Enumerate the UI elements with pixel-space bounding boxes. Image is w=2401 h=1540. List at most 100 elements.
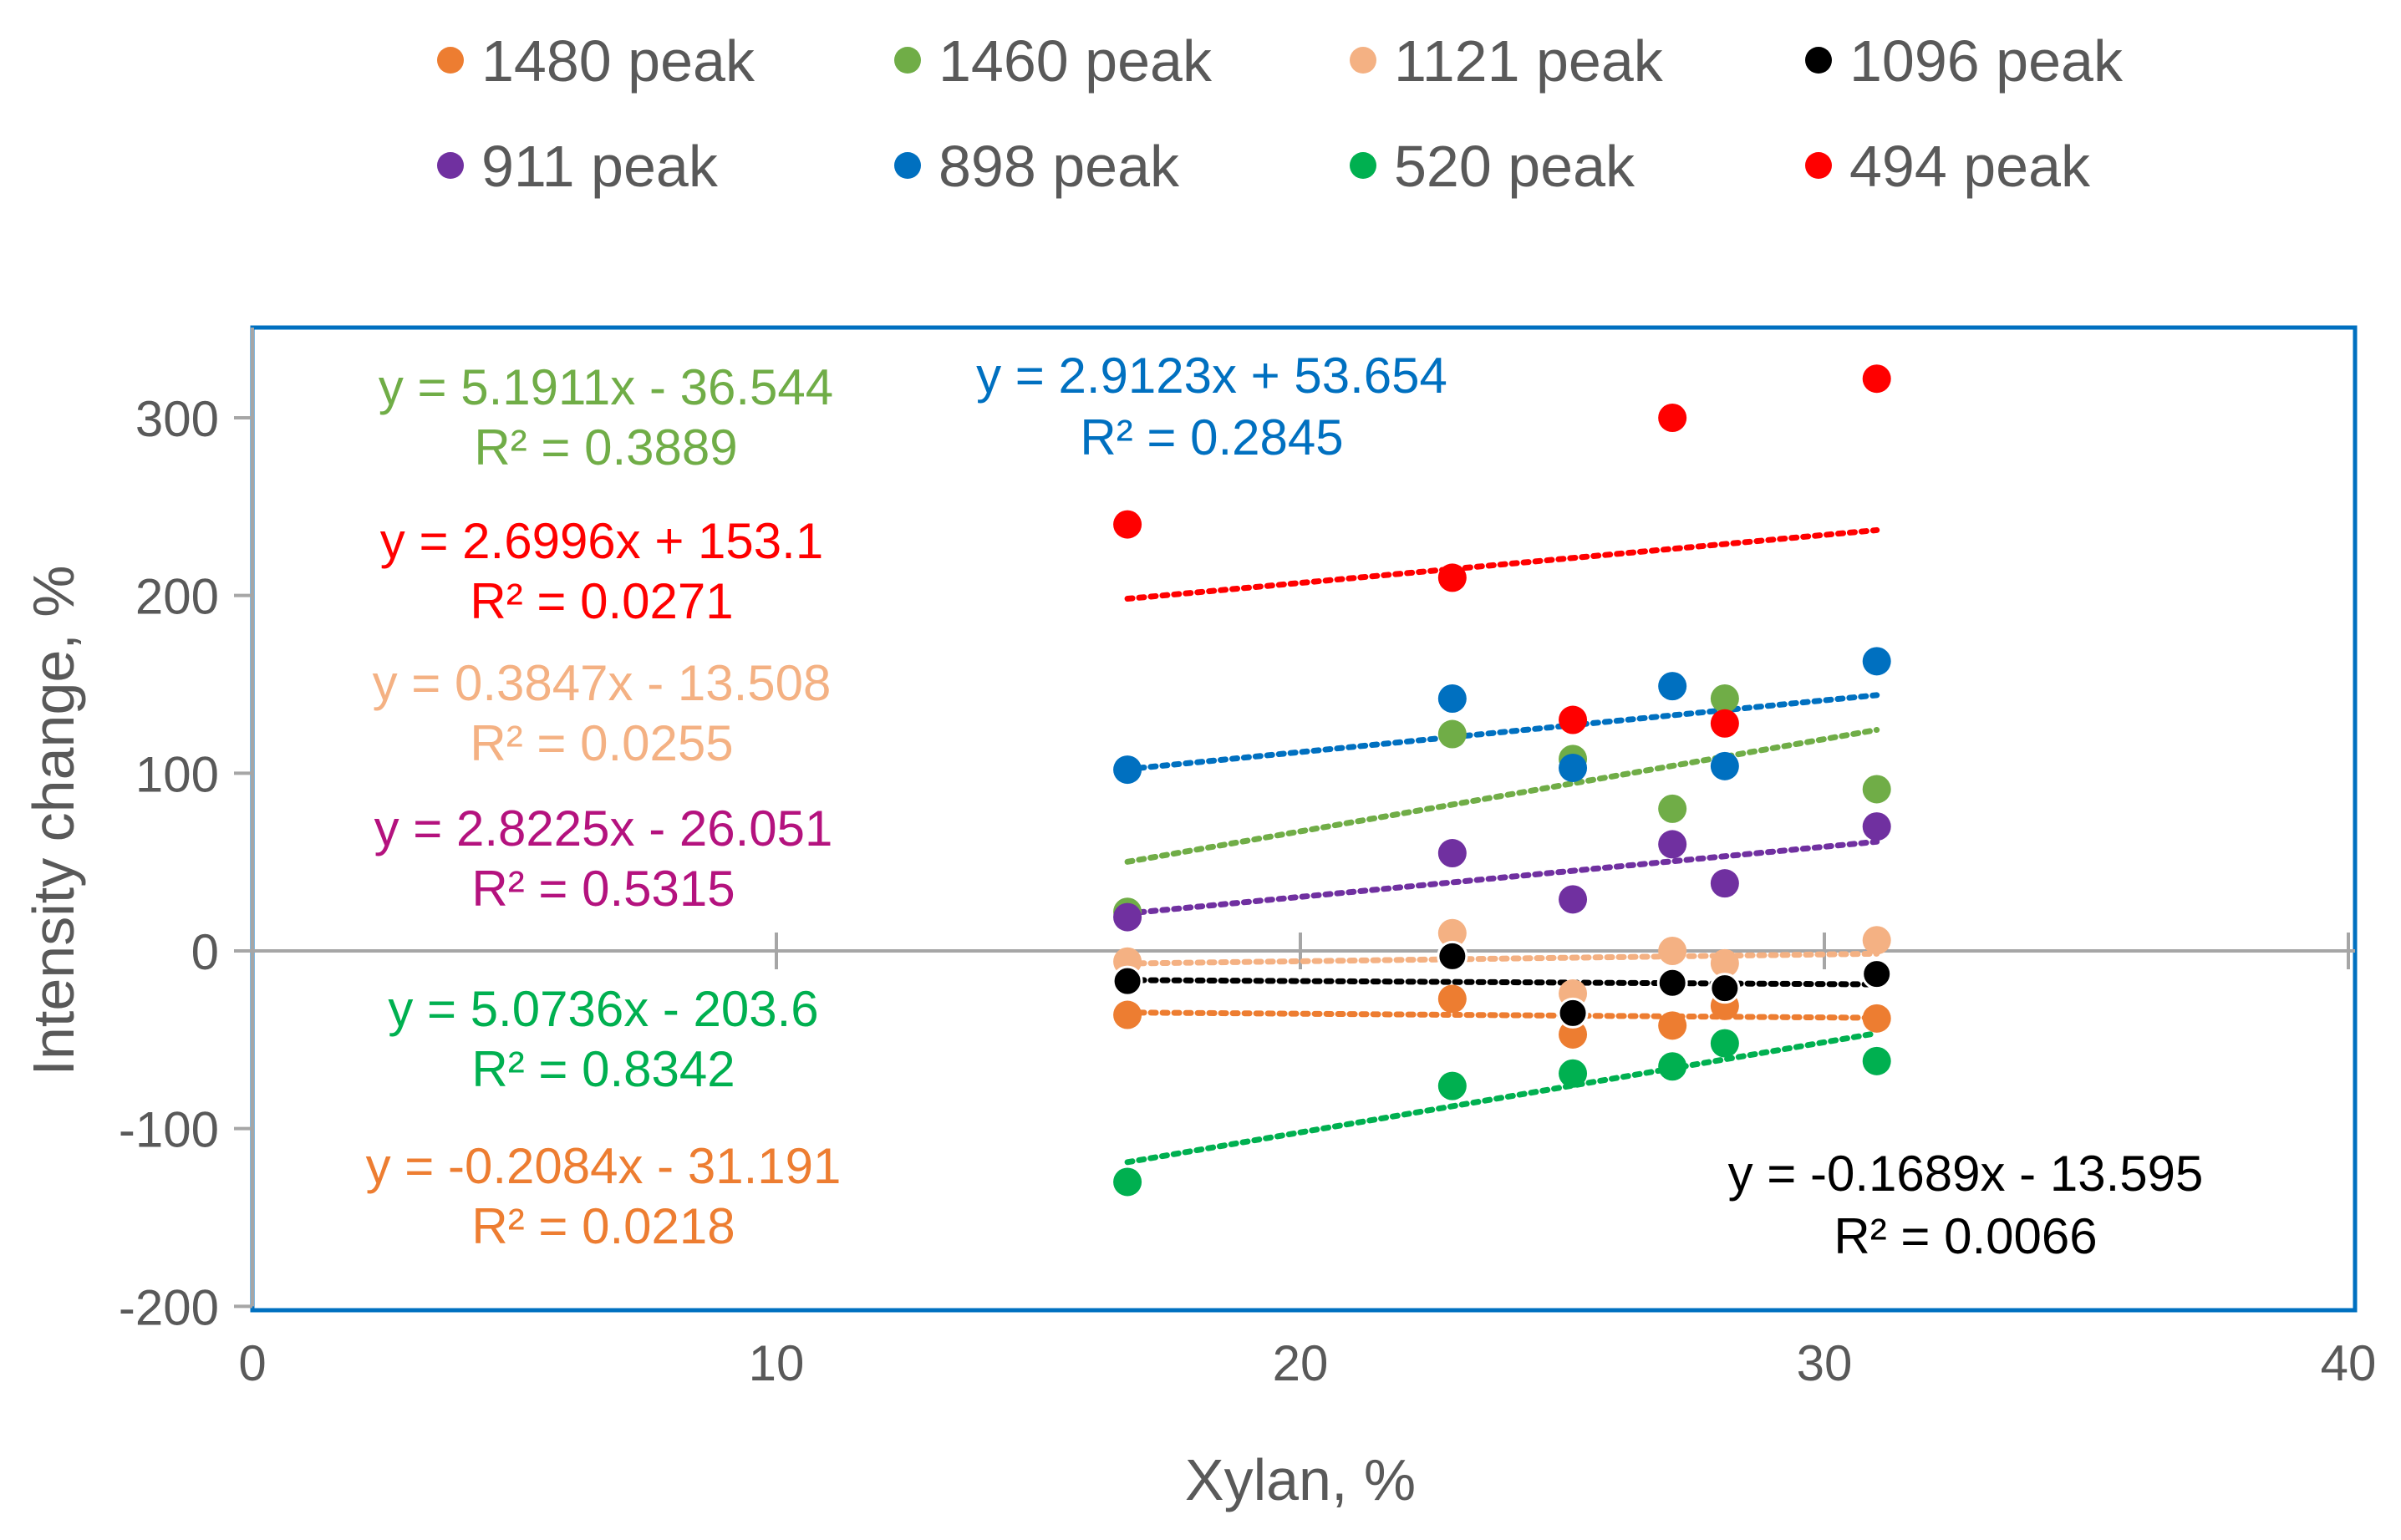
y-tick-label: 200: [135, 569, 219, 625]
trendline-1121-peak: [1124, 950, 1880, 967]
point-898-peak: [1658, 672, 1687, 701]
y-tick-label: 0: [191, 924, 219, 980]
trendline-label-520-peak: y = 5.0736x - 203.6R² = 0.8342: [388, 981, 818, 1097]
legend-item: 520 peak: [1350, 134, 1635, 199]
trendline-911-peak: [1124, 838, 1880, 917]
legend: 1480 peak 1460 peak 1121 peak 1096 peak 911 …: [437, 28, 2124, 199]
y-tick-label: -200: [119, 1279, 219, 1335]
trendline-r-squared: R² = 0.0271: [470, 573, 733, 629]
point-1096-peak: [1709, 973, 1741, 1004]
point-911-peak: [1710, 869, 1739, 898]
point-494-peak: [1113, 510, 1142, 539]
trendline-r-squared: R² = 0.2845: [1080, 409, 1343, 465]
legend-item: 494 peak: [1805, 134, 2091, 199]
trendline-equation: y = 2.9123x + 53.654: [976, 348, 1447, 404]
legend-marker: [894, 47, 921, 74]
point-1096-peak: [1557, 997, 1589, 1029]
trendline-label-494-peak: y = 2.6996x + 153.1R² = 0.0271: [380, 513, 823, 629]
point-911-peak: [1658, 830, 1687, 859]
legend-marker: [1350, 47, 1376, 74]
legend-marker: [1350, 152, 1376, 179]
y-axis-title: Intensity change, %: [21, 566, 86, 1076]
point-898-peak: [1437, 684, 1467, 714]
point-520-peak: [1437, 1071, 1467, 1100]
point-520-peak: [1710, 1029, 1739, 1058]
x-tick-label: 0: [238, 1335, 266, 1391]
trendline-r-squared: R² = 0.0255: [470, 715, 733, 771]
legend-label: 494 peak: [1849, 134, 2091, 199]
point-520-peak: [1559, 1059, 1588, 1088]
x-tick-label: 10: [749, 1335, 805, 1391]
trendline-494-peak: [1124, 526, 1880, 602]
legend-item: 911 peak: [437, 134, 719, 199]
point-1121-peak: [1862, 926, 1891, 955]
legend-item: 1121 peak: [1350, 28, 1664, 94]
legend-label: 898 peak: [939, 134, 1180, 199]
trendline-label-1096-peak: y = -0.1689x - 13.595 R² = 0.0066: [1728, 1146, 2204, 1264]
point-1460-peak: [1658, 794, 1687, 823]
point-494-peak: [1437, 563, 1467, 592]
tick-labels: -200 -100 0 100 200 300 0 10 20 30 40: [119, 391, 2376, 1391]
legend-label: 1480 peak: [481, 28, 755, 94]
trendline-1460-peak: [1124, 726, 1880, 865]
legend-item: 1460 peak: [894, 28, 1213, 94]
x-tick-label: 30: [1797, 1335, 1853, 1391]
x-tick-label: 40: [2321, 1335, 2377, 1391]
point-1480-peak: [1559, 1019, 1588, 1049]
trendlines: [1124, 526, 1880, 1166]
point-911-peak: [1862, 812, 1891, 841]
trendline-equation: y = 2.6996x + 153.1: [380, 513, 823, 569]
point-1121-peak: [1658, 937, 1687, 965]
point-1460-peak: [1710, 684, 1739, 714]
point-520-peak: [1113, 1167, 1142, 1197]
trendline-1480-peak: [1124, 1009, 1880, 1021]
point-1096-peak: [1437, 940, 1468, 972]
point-911-peak: [1113, 902, 1142, 932]
legend-label: 1121 peak: [1394, 28, 1664, 94]
point-1096-peak: [1656, 967, 1688, 999]
trendline-r-squared: R² = 0.3889: [474, 419, 737, 475]
point-1121-peak: [1710, 948, 1739, 978]
point-1480-peak: [1113, 1000, 1142, 1029]
trendline-1096-peak: [1124, 977, 1880, 988]
trendline-r-squared: R² = 0.8342: [471, 1041, 735, 1097]
point-1480-peak: [1658, 1011, 1687, 1040]
point-898-peak: [1862, 647, 1891, 676]
point-1480-peak: [1862, 1004, 1891, 1033]
trendline-r-squared: R² = 0.0066: [1834, 1208, 2097, 1264]
y-tick-label: 100: [135, 746, 219, 802]
trendline-r-squared: R² = 0.0218: [471, 1198, 735, 1254]
point-494-peak: [1559, 705, 1588, 734]
legend-marker: [894, 152, 921, 179]
legend-item: 1480 peak: [437, 28, 755, 94]
legend-marker: [437, 47, 464, 74]
y-tick-label: 300: [135, 391, 219, 447]
point-1096-peak: [1111, 965, 1143, 997]
point-898-peak: [1559, 753, 1588, 782]
trendline-520-peak: [1124, 1030, 1880, 1166]
point-1480-peak: [1437, 984, 1467, 1014]
trendline-equation: y = 5.0736x - 203.6: [388, 981, 818, 1037]
point-898-peak: [1113, 755, 1142, 785]
point-1460-peak: [1862, 775, 1891, 804]
trendline-equation: y = 5.1911x - 36.544: [379, 359, 833, 415]
legend-marker: [1805, 152, 1832, 179]
trendline-equation: y = 0.3847x - 13.508: [373, 655, 832, 711]
legend-item: 898 peak: [894, 134, 1180, 199]
legend-item: 1096 peak: [1805, 28, 2124, 94]
point-911-peak: [1437, 839, 1467, 868]
trendline-equation: y = 2.8225x - 26.051: [374, 800, 833, 856]
point-1096-peak: [1861, 958, 1893, 990]
legend-marker: [437, 152, 464, 179]
legend-label: 1460 peak: [939, 28, 1213, 94]
trendline-898-peak: [1124, 692, 1880, 772]
point-911-peak: [1559, 885, 1588, 914]
legend-marker: [1805, 47, 1832, 74]
